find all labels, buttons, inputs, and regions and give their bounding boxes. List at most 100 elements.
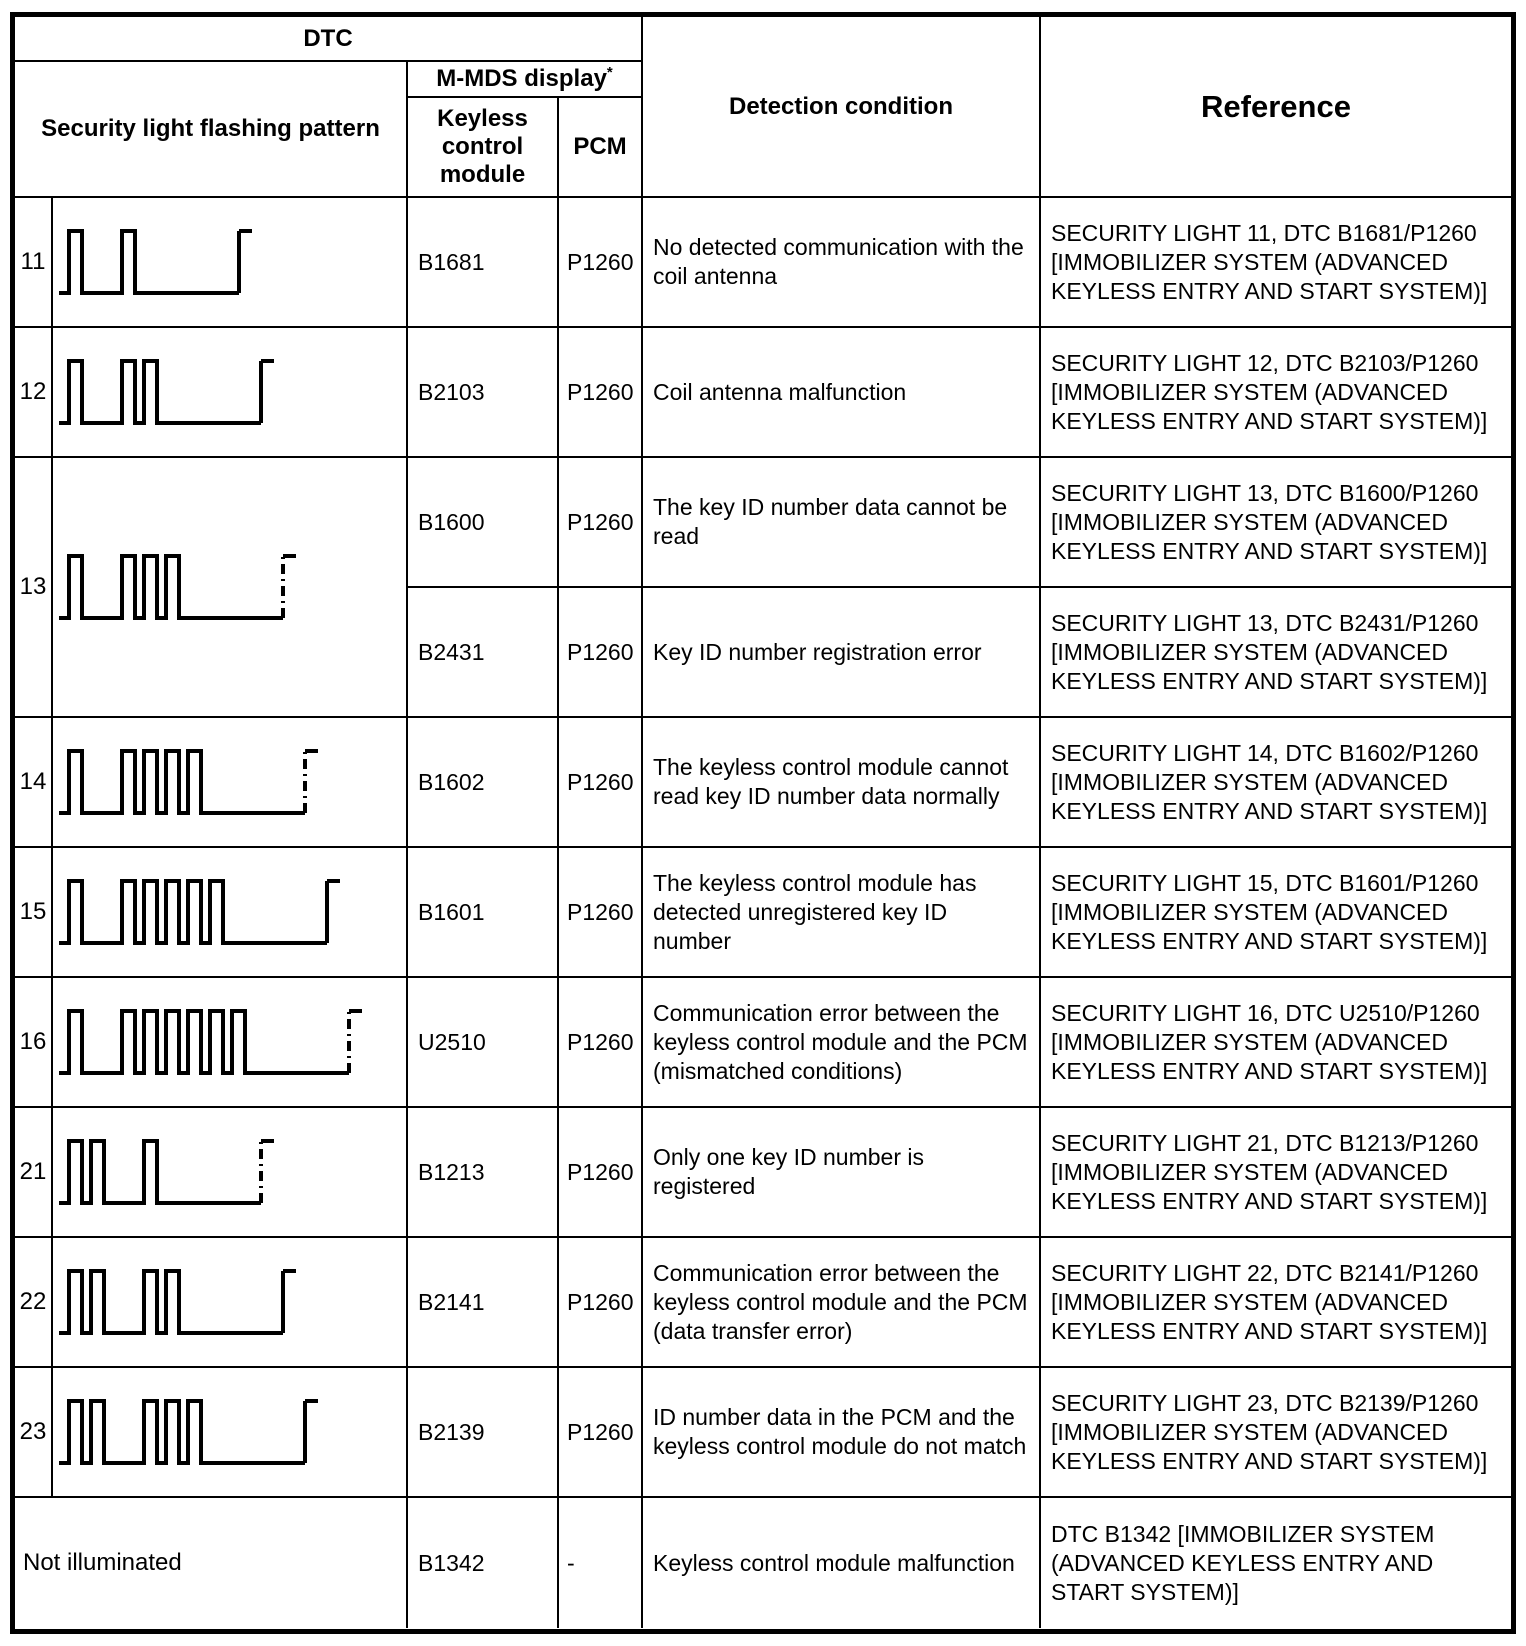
dtc-table: DTC Detection condition Reference Securi… <box>10 12 1516 1634</box>
detection-text: Communication error between the keyless … <box>653 1259 1028 1344</box>
pcm-code: - <box>567 1549 575 1576</box>
keyless-code: B1681 <box>418 248 485 275</box>
code-label: 14 <box>19 768 47 795</box>
header-pcm-label: PCM <box>573 133 627 160</box>
row-not-illuminated-detection: Keyless control module malfunction <box>643 1498 1041 1628</box>
pcm-code: P1260 <box>567 1418 634 1445</box>
row-11-detection: No detected communication with the coil … <box>643 198 1041 328</box>
row-21-pcm-dtc: P1260 <box>559 1108 643 1238</box>
keyless-code: U2510 <box>418 1028 486 1055</box>
row-22-code: 22 <box>15 1238 53 1368</box>
row-not-illuminated-label: Not illuminated <box>15 1498 408 1628</box>
flash-pattern-waveform <box>59 749 318 815</box>
row-not-illuminated-pcm-dtc: - <box>559 1498 643 1628</box>
row-15-code: 15 <box>15 848 53 978</box>
flash-pattern-waveform <box>59 1269 296 1335</box>
row-13b-pcm-dtc: P1260 <box>559 588 643 718</box>
header-dtc-label: DTC <box>303 24 353 52</box>
header-flashing-pattern-label: Security light flashing pattern <box>41 115 380 142</box>
detection-text: Only one key ID number is registered <box>653 1144 925 1199</box>
pcm-code: P1260 <box>567 248 634 275</box>
row-12-pcm-dtc: P1260 <box>559 328 643 458</box>
row-not-illuminated-keyless-dtc: B1342 <box>408 1498 559 1628</box>
row-13a-detection: The key ID number data cannot be read <box>643 458 1041 588</box>
row-14-detection: The keyless control module cannot read k… <box>643 718 1041 848</box>
row-23-pattern-cell <box>53 1368 408 1498</box>
row-23-keyless-dtc: B2139 <box>408 1368 559 1498</box>
reference-text: SECURITY LIGHT 11, DTC B1681/P1260 [IMMO… <box>1051 219 1488 304</box>
header-reference-label: Reference <box>1201 88 1351 124</box>
row-12-code: 12 <box>15 328 53 458</box>
row-15-pattern-cell <box>53 848 408 978</box>
reference-text: SECURITY LIGHT 23, DTC B2139/P1260 [IMMO… <box>1051 1389 1488 1474</box>
row-16-pcm-dtc: P1260 <box>559 978 643 1108</box>
reference-text: SECURITY LIGHT 13, DTC B2431/P1260 [IMMO… <box>1051 609 1488 694</box>
code-label: 22 <box>19 1288 47 1315</box>
reference-text: SECURITY LIGHT 14, DTC B1602/P1260 [IMMO… <box>1051 739 1488 824</box>
row-22-pcm-dtc: P1260 <box>559 1238 643 1368</box>
keyless-code: B1602 <box>418 768 485 795</box>
code-label: 16 <box>19 1028 47 1055</box>
keyless-code: B2139 <box>418 1418 485 1445</box>
flash-pattern-waveform <box>59 1009 362 1075</box>
header-keyless-label: Keyless control module <box>437 105 528 188</box>
flash-pattern-waveform <box>59 359 274 425</box>
pcm-code: P1260 <box>567 1288 634 1315</box>
header-mmds-label: M-MDS display* <box>436 65 613 93</box>
header-flashing-pattern: Security light flashing pattern <box>15 62 408 198</box>
row-11-pcm-dtc: P1260 <box>559 198 643 328</box>
row-12-pattern-cell <box>53 328 408 458</box>
row-13-code: 13 <box>15 458 53 718</box>
flash-pattern-waveform <box>59 229 252 295</box>
row-22-pattern-cell <box>53 1238 408 1368</box>
code-label: 15 <box>19 898 47 925</box>
row-11-pattern-cell <box>53 198 408 328</box>
pcm-code: P1260 <box>567 768 634 795</box>
row-12-detection: Coil antenna malfunction <box>643 328 1041 458</box>
footnote-asterisk: * <box>606 64 613 81</box>
pcm-code: P1260 <box>567 638 634 665</box>
header-detection-condition: Detection condition <box>643 17 1041 198</box>
row-13a-reference: SECURITY LIGHT 13, DTC B1600/P1260 [IMMO… <box>1041 458 1511 588</box>
flash-pattern-waveform <box>59 879 340 945</box>
row-21-code: 21 <box>15 1108 53 1238</box>
row-14-keyless-dtc: B1602 <box>408 718 559 848</box>
row-23-reference: SECURITY LIGHT 23, DTC B2139/P1260 [IMMO… <box>1041 1368 1511 1498</box>
keyless-code: B1601 <box>418 898 485 925</box>
row-16-detection: Communication error between the keyless … <box>643 978 1041 1108</box>
row-13a-keyless-dtc: B1600 <box>408 458 559 588</box>
pcm-code: P1260 <box>567 378 634 405</box>
reference-text: SECURITY LIGHT 15, DTC B1601/P1260 [IMMO… <box>1051 869 1488 954</box>
detection-text: The keyless control module has detected … <box>653 869 977 954</box>
row-22-keyless-dtc: B2141 <box>408 1238 559 1368</box>
pcm-code: P1260 <box>567 1158 634 1185</box>
row-13b-detection: Key ID number registration error <box>643 588 1041 718</box>
row-23-detection: ID number data in the PCM and the keyles… <box>643 1368 1041 1498</box>
header-reference: Reference <box>1041 17 1511 198</box>
row-13b-reference: SECURITY LIGHT 13, DTC B2431/P1260 [IMMO… <box>1041 588 1511 718</box>
reference-text: DTC B1342 [IMMOBILIZER SYSTEM (ADVANCED … <box>1051 1520 1435 1605</box>
keyless-code: B1600 <box>418 508 485 535</box>
code-label: 11 <box>20 248 46 275</box>
header-mmds-text: M-MDS display <box>436 65 607 92</box>
detection-text: Keyless control module malfunction <box>653 1549 1015 1576</box>
detection-text: Coil antenna malfunction <box>653 378 907 405</box>
detection-text: The key ID number data cannot be read <box>653 494 1008 549</box>
row-11-keyless-dtc: B1681 <box>408 198 559 328</box>
code-label: 21 <box>19 1158 47 1185</box>
row-11-code: 11 <box>15 198 53 328</box>
reference-text: SECURITY LIGHT 13, DTC B1600/P1260 [IMMO… <box>1051 479 1488 564</box>
row-22-detection: Communication error between the keyless … <box>643 1238 1041 1368</box>
row-16-pattern-cell <box>53 978 408 1108</box>
row-23-code: 23 <box>15 1368 53 1498</box>
row-22-reference: SECURITY LIGHT 22, DTC B2141/P1260 [IMMO… <box>1041 1238 1511 1368</box>
keyless-code: B2103 <box>418 378 485 405</box>
code-label: 23 <box>19 1418 47 1445</box>
detection-text: ID number data in the PCM and the keyles… <box>653 1404 1027 1459</box>
pcm-code: P1260 <box>567 1028 634 1055</box>
row-16-keyless-dtc: U2510 <box>408 978 559 1108</box>
row-14-pattern-cell <box>53 718 408 848</box>
flash-pattern-waveform <box>59 1399 318 1465</box>
pcm-code: P1260 <box>567 508 634 535</box>
keyless-code: B1342 <box>418 1549 485 1576</box>
